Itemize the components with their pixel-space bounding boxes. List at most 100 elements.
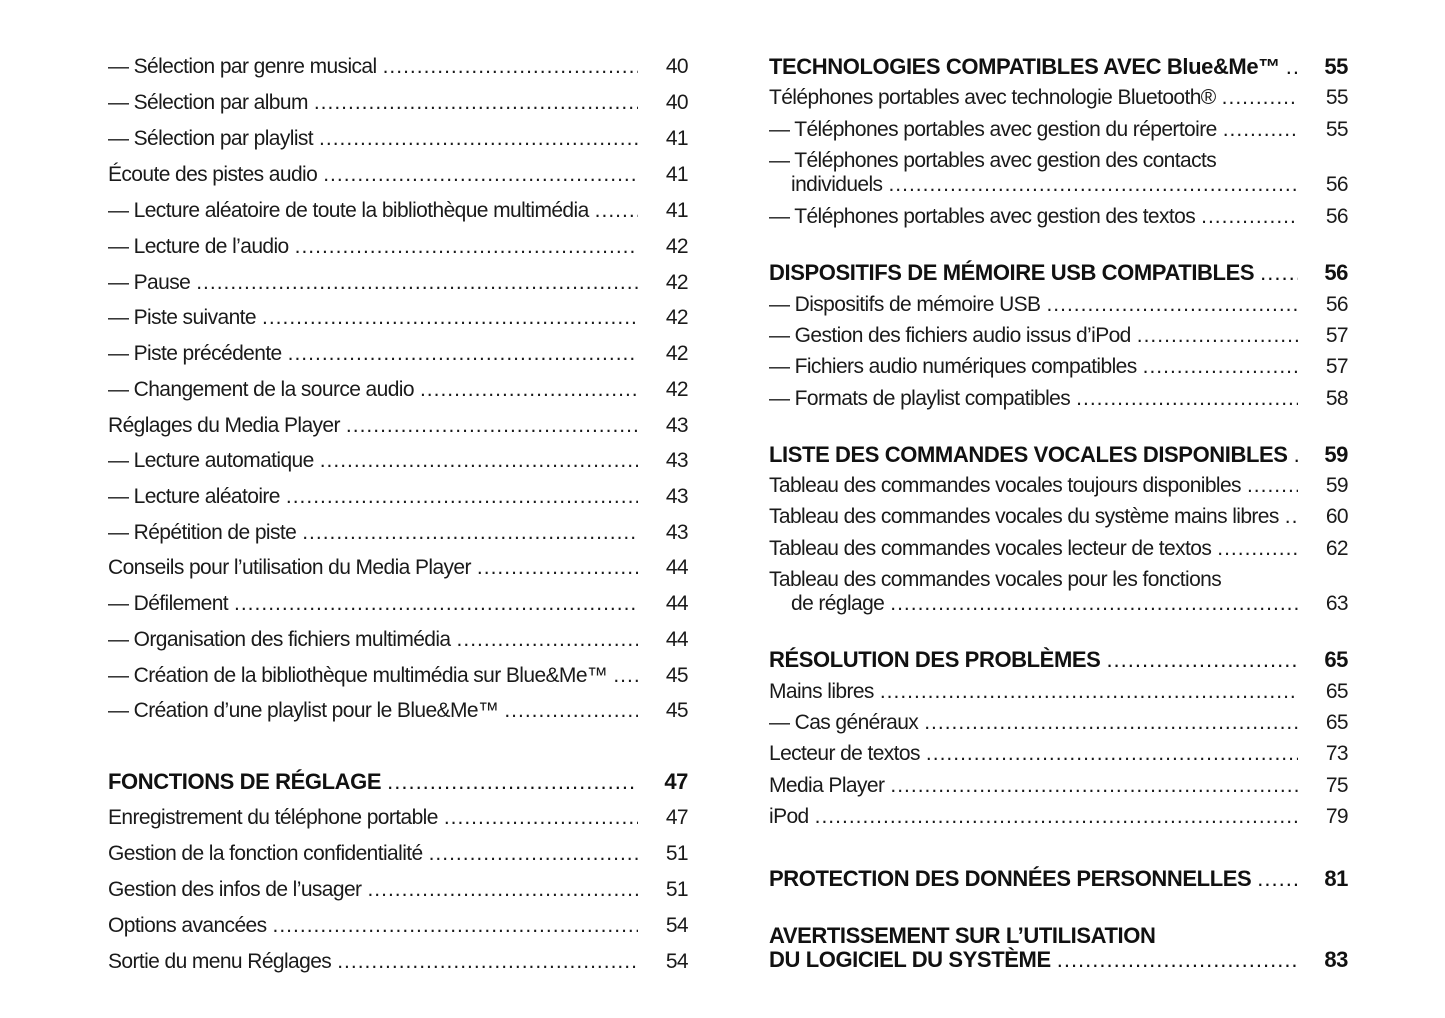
toc-entry[interactable]: Gestion des infos de l’usager 51 bbox=[108, 878, 689, 902]
toc-entry[interactable]: Tableau des commandes vocales pour les f… bbox=[769, 568, 1349, 616]
toc-entry[interactable]: Tableau des commandes vocales lecteur de… bbox=[769, 537, 1349, 561]
toc-entry[interactable]: — Piste suivante 42 bbox=[108, 306, 689, 330]
toc-entry-label: Tableau des commandes vocales toujours d… bbox=[769, 474, 1242, 497]
toc-page-number: 51 bbox=[665, 878, 689, 901]
toc-entry-label: LISTE DES COMMANDES VOCALES DISPONIBLES bbox=[769, 442, 1288, 467]
toc-entry-label: — Fichiers audio numériques compatibles bbox=[769, 355, 1137, 378]
toc-entry[interactable]: — Téléphones portables avec gestion des … bbox=[769, 149, 1349, 197]
dot-leader bbox=[1217, 537, 1298, 561]
toc-entry[interactable]: — Sélection par album 40 bbox=[108, 91, 689, 115]
toc-entry[interactable]: Enregistrement du téléphone portable 47 bbox=[108, 806, 689, 830]
toc-entry[interactable]: — Dispositifs de mémoire USB 56 bbox=[769, 293, 1349, 317]
dot-leader bbox=[1260, 261, 1298, 285]
toc-entry[interactable]: — Organisation des fichiers multimédia 44 bbox=[108, 628, 689, 652]
dot-leader bbox=[595, 199, 638, 223]
toc-entry[interactable]: — Gestion des fichiers audio issus d’iPo… bbox=[769, 324, 1349, 348]
toc-entry[interactable]: — Répétition de piste 43 bbox=[108, 521, 689, 545]
toc-entry-label: — Téléphones portables avec gestion du r… bbox=[769, 118, 1217, 141]
toc-entry[interactable]: Gestion de la fonction confidentialité 51 bbox=[108, 842, 689, 866]
toc-entry-label: RÉSOLUTION DES PROBLÈMES bbox=[769, 647, 1101, 672]
toc-entry[interactable]: — Cas généraux 65 bbox=[769, 711, 1349, 735]
dot-leader bbox=[1143, 355, 1298, 379]
toc-page-number: 41 bbox=[665, 199, 689, 222]
toc-section-heading[interactable]: LISTE DES COMMANDES VOCALES DISPONIBLES 5… bbox=[769, 443, 1348, 467]
toc-entry[interactable]: Tableau des commandes vocales toujours d… bbox=[769, 474, 1349, 498]
toc-entry[interactable]: Media Player 75 bbox=[769, 774, 1349, 798]
toc-entry[interactable]: Conseils pour l’utilisation du Media Pla… bbox=[108, 556, 689, 580]
toc-section-heading[interactable]: AVERTISSEMENT SUR L’UTILISATION DU LOGICI… bbox=[769, 924, 1348, 972]
toc-entry[interactable]: Téléphones portables avec technologie Bl… bbox=[769, 86, 1349, 110]
dot-leader bbox=[1286, 55, 1298, 79]
dot-leader bbox=[337, 950, 638, 974]
toc-entry[interactable]: — Lecture de l’audio 42 bbox=[108, 235, 689, 259]
toc-entry-label: — Sélection par playlist bbox=[108, 127, 314, 150]
dot-leader bbox=[457, 628, 638, 652]
toc-page-number: 83 bbox=[1324, 947, 1348, 972]
toc-entry[interactable]: — Pause 42 bbox=[108, 271, 689, 295]
toc-entry[interactable]: Options avancées 54 bbox=[108, 914, 689, 938]
toc-entry[interactable]: — Lecture automatique 43 bbox=[108, 449, 689, 473]
toc-section-heading[interactable]: TECHNOLOGIES COMPATIBLES AVEC Blue&Me™ 55 bbox=[769, 55, 1348, 79]
toc-entry[interactable]: Lecteur de textos 73 bbox=[769, 742, 1349, 766]
toc-entry[interactable]: Sortie du menu Réglages 54 bbox=[108, 950, 689, 974]
toc-entry-label: — Lecture automatique bbox=[108, 449, 314, 472]
dot-leader bbox=[234, 592, 638, 616]
toc-entry-label: Options avancées bbox=[108, 914, 267, 937]
toc-entry[interactable]: iPod 79 bbox=[769, 805, 1349, 829]
toc-page-number: 65 bbox=[1325, 680, 1349, 703]
toc-entry[interactable]: — Changement de la source audio 42 bbox=[108, 378, 689, 402]
toc-page-number: 57 bbox=[1325, 324, 1349, 347]
toc-section-heading[interactable]: PROTECTION DES DONNÉES PERSONNELLES 81 bbox=[769, 867, 1348, 891]
dot-leader bbox=[429, 842, 638, 866]
toc-entry-label: — Piste précédente bbox=[108, 342, 282, 365]
toc-entry[interactable]: — Lecture aléatoire 43 bbox=[108, 485, 689, 509]
toc-entry-label: — Dispositifs de mémoire USB bbox=[769, 293, 1041, 316]
toc-entry-label: Réglages du Media Player bbox=[108, 414, 341, 437]
toc-entry[interactable]: — Fichiers audio numériques compatibles 5… bbox=[769, 355, 1349, 379]
dot-leader bbox=[420, 378, 638, 402]
toc-page-number: 42 bbox=[665, 342, 689, 365]
toc-entry[interactable]: — Téléphones portables avec gestion des … bbox=[769, 205, 1349, 229]
toc-entry-label: Lecteur de textos bbox=[769, 742, 921, 765]
toc-entry-label: — Organisation des fichiers multimédia bbox=[108, 628, 451, 651]
toc-entry-label: — Création d’une playlist pour le Blue&M… bbox=[108, 699, 499, 722]
toc-section-heading[interactable]: RÉSOLUTION DES PROBLÈMES 65 bbox=[769, 648, 1348, 672]
dot-leader bbox=[288, 342, 638, 366]
dot-leader bbox=[1222, 86, 1298, 110]
toc-section-heading[interactable]: FONCTIONS DE RÉGLAGE 47 bbox=[108, 770, 688, 794]
toc-entry-label: — Lecture de l’audio bbox=[108, 235, 289, 258]
dot-leader bbox=[924, 711, 1298, 735]
toc-entry[interactable]: — Défilement 44 bbox=[108, 592, 689, 616]
toc-page-number: 43 bbox=[665, 449, 689, 472]
toc-page-number: 75 bbox=[1325, 774, 1349, 797]
toc-entry[interactable]: — Lecture aléatoire de toute la biblioth… bbox=[108, 199, 689, 223]
toc-entry[interactable]: Réglages du Media Player 43 bbox=[108, 414, 689, 438]
dot-leader bbox=[314, 91, 638, 115]
toc-entry[interactable]: — Formats de playlist compatibles 58 bbox=[769, 387, 1349, 411]
toc-page-number: 60 bbox=[1325, 505, 1349, 528]
toc-page-number: 59 bbox=[1324, 442, 1348, 467]
toc-entry[interactable]: — Piste précédente 42 bbox=[108, 342, 689, 366]
toc-entry[interactable]: Mains libres 65 bbox=[769, 680, 1349, 704]
dot-leader bbox=[504, 699, 638, 723]
toc-entry[interactable]: Écoute des pistes audio 41 bbox=[108, 163, 689, 187]
toc-entry-label: Conseils pour l’utilisation du Media Pla… bbox=[108, 556, 472, 579]
toc-page-number: 47 bbox=[664, 769, 688, 794]
toc-page-number: 42 bbox=[665, 378, 689, 401]
toc-entry[interactable]: — Sélection par playlist 41 bbox=[108, 127, 689, 151]
toc-entry[interactable]: — Création d’une playlist pour le Blue&M… bbox=[108, 699, 689, 723]
toc-entry-label: — Création de la bibliothèque multimédia… bbox=[108, 664, 608, 687]
toc-entry[interactable]: — Création de la bibliothèque multimédia… bbox=[108, 664, 689, 688]
dot-leader bbox=[926, 742, 1298, 766]
toc-entry[interactable]: Tableau des commandes vocales du système… bbox=[769, 505, 1349, 529]
dot-leader bbox=[1285, 505, 1298, 529]
dot-leader bbox=[477, 556, 638, 580]
toc-entry[interactable]: — Téléphones portables avec gestion du r… bbox=[769, 118, 1349, 142]
toc-page-number: 51 bbox=[665, 842, 689, 865]
toc-entry[interactable]: — Sélection par genre musical 40 bbox=[108, 55, 689, 79]
toc-entry-label: Tableau des commandes vocales du système… bbox=[769, 505, 1279, 528]
toc-page-number: 79 bbox=[1325, 805, 1349, 828]
toc-entry-label: Media Player bbox=[769, 774, 885, 797]
toc-section-heading[interactable]: DISPOSITIFS DE MÉMOIRE USB COMPATIBLES 56 bbox=[769, 261, 1348, 285]
dot-leader bbox=[319, 127, 638, 151]
